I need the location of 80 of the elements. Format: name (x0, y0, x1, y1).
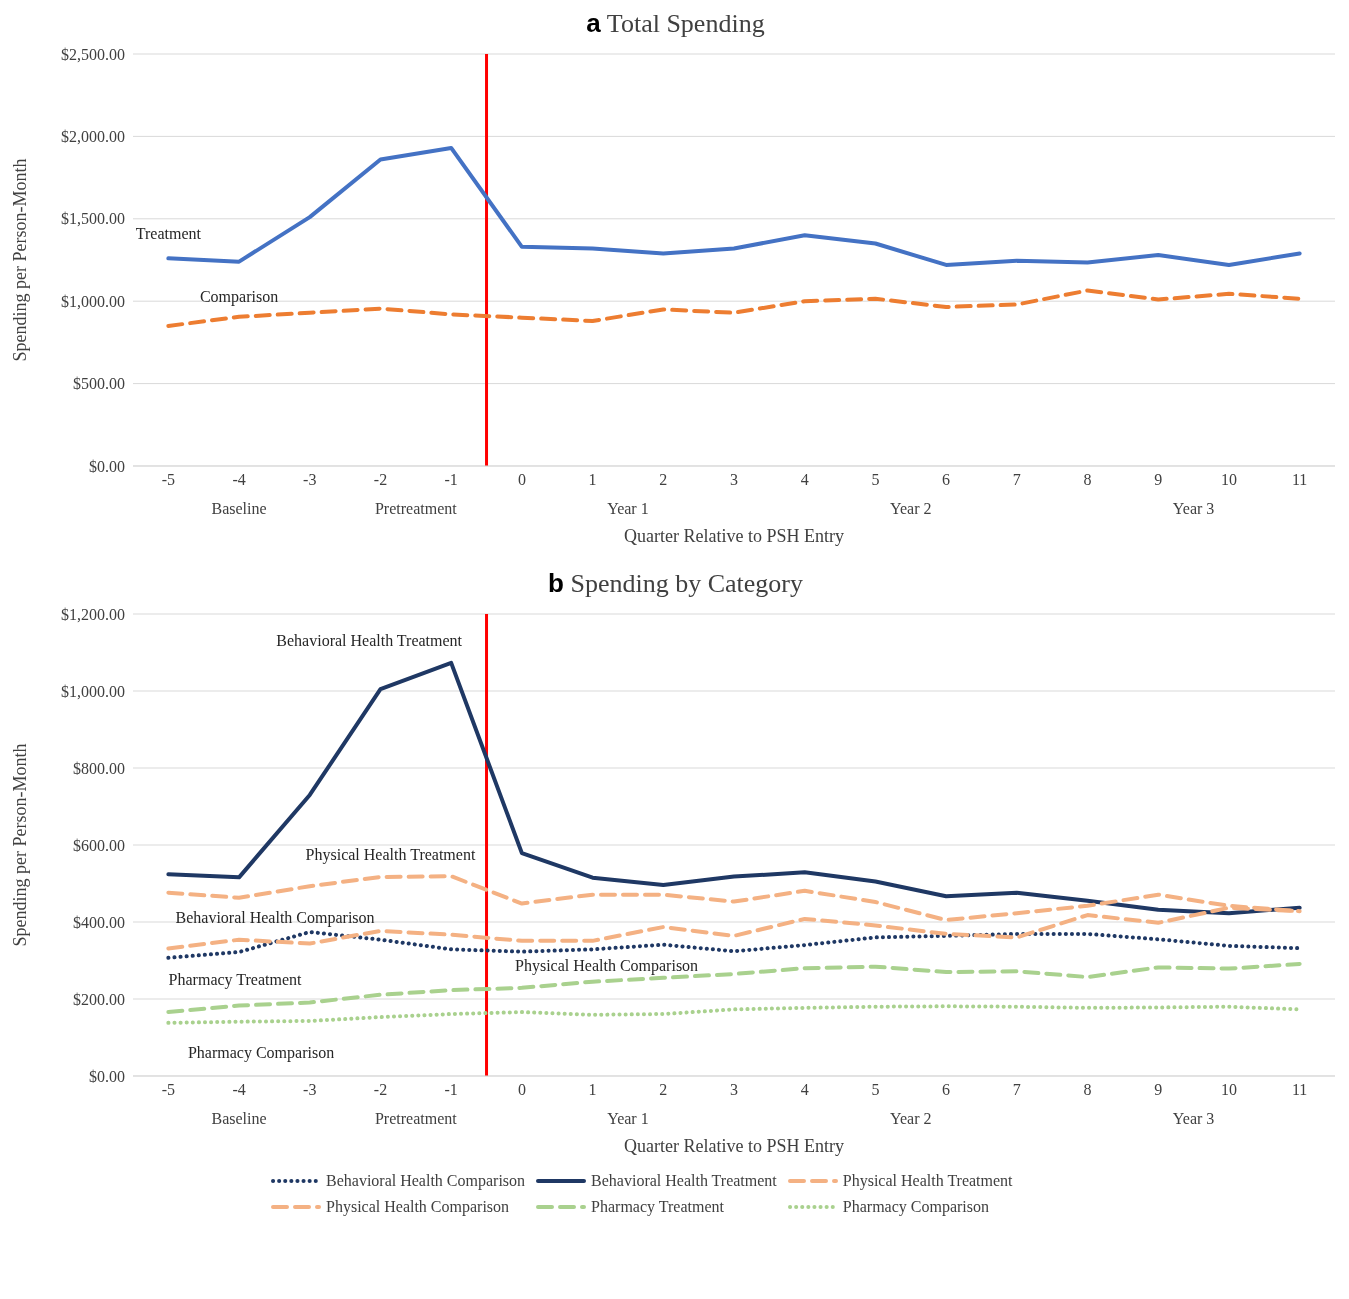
x-tick-label: 4 (800, 471, 809, 489)
text: Year 1 (607, 500, 649, 518)
legend-label: Behavioral Health Comparison (325, 1172, 526, 1190)
x-tick-label: -3 (303, 1081, 317, 1099)
text: Year 1 (607, 1110, 649, 1128)
x-tick-label: 8 (1083, 1081, 1092, 1099)
text: Year 2 (890, 1110, 932, 1128)
x-axis-title: Quarter Relative to PSH Entry (623, 526, 845, 547)
y-tick-label: $1,000.00 (61, 682, 125, 700)
x-tick-label: -4 (232, 1081, 246, 1099)
y-tick-label: $2,000.00 (61, 128, 125, 146)
y-tick-label: $200.00 (73, 990, 125, 1008)
x-tick-label: 2 (659, 471, 668, 489)
x-tick-label: 1 (588, 471, 597, 489)
x-tick-label: 3 (730, 1081, 738, 1099)
legend-label: Pharmacy Treatment (590, 1198, 725, 1216)
x-tick-label: 10 (1220, 471, 1237, 489)
text: Pharmacy Treatment (168, 970, 302, 988)
x-tick-label: 9 (1154, 471, 1163, 489)
x-tick-label: -1 (444, 1081, 458, 1099)
y-tick-label: $2,500.00 (61, 45, 125, 63)
y-tick-label: $500.00 (73, 375, 125, 393)
line-series (166, 288, 1302, 328)
x-tick-label: 10 (1220, 1081, 1237, 1099)
text: Behavioral Health Treatment (276, 631, 463, 649)
x-tick-label: 2 (659, 1081, 668, 1099)
x-tick-label: 6 (942, 471, 951, 489)
y-tick-label: $800.00 (73, 759, 125, 777)
x-tick-label: 6 (942, 1081, 951, 1099)
text: Baseline (211, 500, 267, 518)
y-tick-label: $400.00 (73, 913, 125, 931)
text: Pharmacy Comparison (187, 1043, 335, 1061)
chart-title: a Total Spending (585, 8, 766, 40)
legend-label: Pharmacy Comparison (841, 1198, 990, 1216)
x-tick-label: 0 (517, 1081, 526, 1099)
legend-label: Physical Health Treatment (841, 1172, 1013, 1190)
x-tick-label: 5 (871, 1081, 880, 1099)
x-tick-label: -2 (373, 471, 388, 489)
x-tick-label: -4 (232, 471, 246, 489)
text: Behavioral Health Comparison (175, 909, 375, 927)
text: Physical Health Comparison (515, 956, 699, 974)
x-tick-label: 5 (871, 471, 880, 489)
text: Year 3 (1172, 500, 1215, 518)
line-series (166, 930, 1302, 960)
x-tick-label: 11 (1291, 1081, 1308, 1099)
x-tick-label: 0 (517, 471, 526, 489)
text: Year 3 (1172, 1110, 1215, 1128)
y-tick-label: $1,200.00 (61, 605, 125, 623)
y-tick-label: $1,500.00 (61, 210, 125, 228)
x-tick-label: -5 (161, 471, 176, 489)
x-tick-label: 8 (1083, 471, 1092, 489)
y-tick-label: $1,000.00 (61, 292, 125, 310)
x-axis-title: Quarter Relative to PSH Entry (623, 1136, 845, 1157)
line-series (166, 961, 1302, 1015)
legend-label: Physical Health Comparison (325, 1198, 511, 1216)
x-tick-label: 9 (1154, 1081, 1163, 1099)
x-tick-label: 1 (588, 1081, 597, 1099)
x-tick-label: -1 (444, 471, 458, 489)
y-tick-label: $600.00 (73, 836, 125, 854)
y-tick-label: $0.00 (89, 457, 125, 475)
y-tick-label: $0.00 (89, 1067, 125, 1085)
text: Baseline (211, 1110, 267, 1128)
x-tick-label: 7 (1012, 471, 1021, 489)
legend-label: Behavioral Health Treatment (590, 1172, 777, 1190)
x-tick-label: -5 (161, 1081, 176, 1099)
x-tick-label: 11 (1291, 471, 1308, 489)
x-tick-label: 7 (1012, 1081, 1021, 1099)
x-tick-label: 4 (800, 1081, 809, 1099)
text: Physical Health Treatment (305, 845, 476, 863)
x-tick-label: -2 (373, 1081, 388, 1099)
text: Pretreatment (374, 1110, 457, 1128)
y-axis-title: Spending per Person-Month (9, 158, 31, 362)
y-axis-title: Spending per Person-Month (9, 743, 31, 947)
text: Year 2 (890, 500, 932, 518)
series-label: Comparison (199, 287, 279, 306)
chart-title: b Spending by Category (547, 568, 804, 600)
x-tick-label: -3 (303, 471, 317, 489)
text: Pretreatment (374, 500, 457, 518)
series-label: Treatment (135, 225, 201, 244)
x-tick-label: 3 (730, 471, 738, 489)
